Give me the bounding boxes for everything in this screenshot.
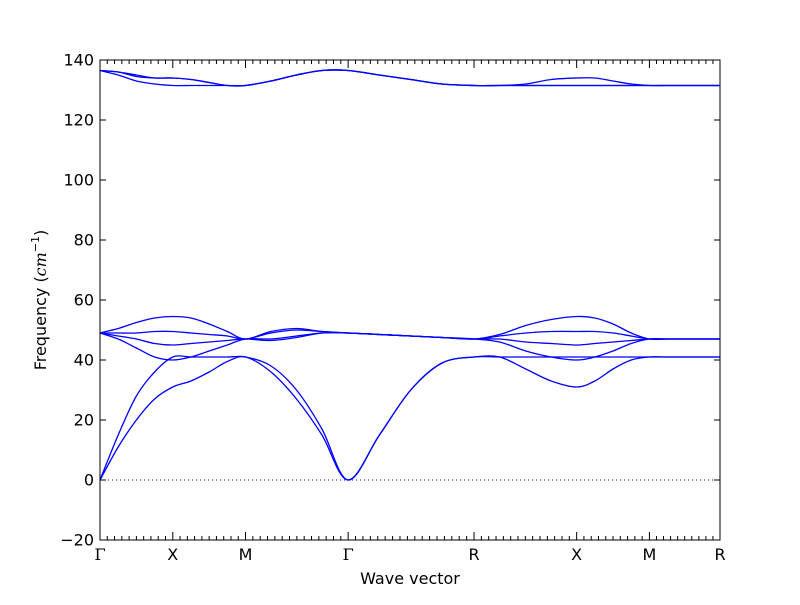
y-tick-label: 40: [74, 351, 94, 370]
plot-frame: [99, 59, 721, 541]
band-line-7: [99, 69, 720, 87]
x-axis-label: Wave vector: [360, 569, 460, 588]
x-tick-label: M: [239, 545, 253, 564]
y-axis-label: Frequency (cm−1): [29, 230, 50, 371]
x-tick-label: X: [571, 545, 582, 564]
x-tick-label: R: [714, 545, 725, 564]
y-tick-label: 100: [63, 171, 94, 190]
y-tick-label: 60: [74, 291, 94, 310]
y-axis-label-unit: cm: [31, 252, 50, 276]
y-tick-label: 0: [84, 471, 94, 490]
y-axis-label-suffix: ): [31, 230, 50, 236]
y-tick-label: 140: [63, 51, 94, 70]
band-line-3: [99, 332, 720, 361]
y-axis-label-prefix: Frequency (: [31, 276, 50, 370]
band-line-6: [99, 315, 720, 341]
series-group: [99, 69, 720, 481]
x-tick-label: Γ: [343, 545, 354, 564]
y-ticks-group: −20 0 20 40 60 80 100 120 140: [60, 51, 720, 550]
band-line-1: [99, 355, 720, 481]
x-tick-label: X: [167, 545, 178, 564]
x-tick-label: Γ: [94, 545, 105, 564]
y-axis-label-exponent: −1: [29, 236, 42, 252]
x-tick-label: R: [468, 545, 479, 564]
x-tick-label: M: [643, 545, 657, 564]
y-tick-label: 20: [74, 411, 94, 430]
y-tick-label: 120: [63, 111, 94, 130]
y-tick-label: 80: [74, 231, 94, 250]
y-tick-label: −20: [60, 531, 94, 550]
band-line-2: [99, 355, 720, 481]
band-line-9: [99, 69, 720, 87]
band-line-4: [99, 331, 720, 346]
